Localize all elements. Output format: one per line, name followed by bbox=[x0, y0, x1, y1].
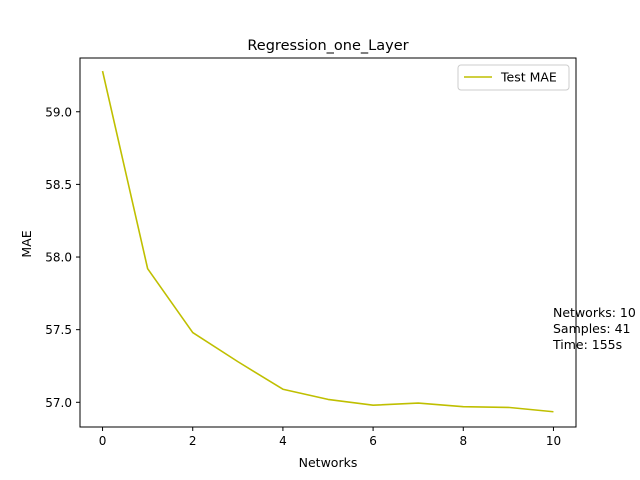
y-tick-label: 58.5 bbox=[45, 178, 72, 192]
x-tick-label: 0 bbox=[99, 434, 107, 448]
legend: Test MAE bbox=[457, 64, 570, 91]
y-axis-label: MAE bbox=[19, 230, 34, 257]
plot-area: 0 2 4 6 8 10 57.0 57.5 58.0 58.5 59.0 bbox=[45, 57, 577, 448]
x-tick-label: 2 bbox=[189, 434, 197, 448]
annotation-line-networks: Networks: 10 bbox=[553, 305, 636, 320]
legend-label: Test MAE bbox=[500, 70, 557, 85]
legend-box bbox=[457, 64, 570, 91]
y-tick-label: 57.5 bbox=[45, 323, 72, 337]
annotation-line-samples: Samples: 41 bbox=[553, 321, 630, 336]
x-tick-label: 10 bbox=[546, 434, 561, 448]
y-tick-label: 57.0 bbox=[45, 396, 72, 410]
annotation-line-time: Time: 155s bbox=[552, 337, 622, 352]
stats-annotation: Networks: 10 Samples: 41 Time: 155s bbox=[552, 305, 636, 352]
x-axis-label: Networks bbox=[299, 455, 358, 470]
x-tick-label: 8 bbox=[459, 434, 467, 448]
x-tick-label: 4 bbox=[279, 434, 287, 448]
chart-title: Regression_one_Layer bbox=[247, 38, 408, 54]
y-tick-label: 58.0 bbox=[45, 251, 72, 265]
x-tick-label: 6 bbox=[369, 434, 377, 448]
y-tick-label: 59.0 bbox=[45, 105, 72, 119]
axes-frame bbox=[79, 57, 577, 428]
